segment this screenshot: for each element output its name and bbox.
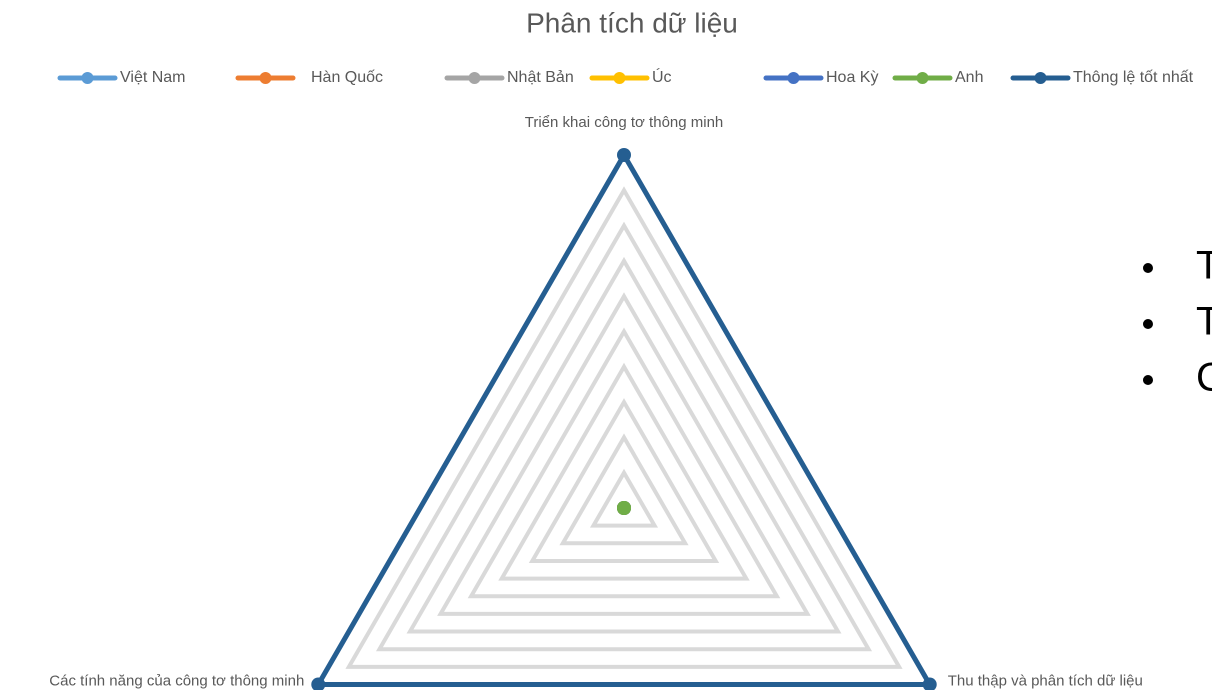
legend-marker bbox=[787, 72, 800, 84]
category-label: Triển khai công tơ thông minh bbox=[525, 114, 724, 131]
grid-ring bbox=[559, 433, 689, 546]
grid-ring bbox=[375, 221, 873, 652]
grid-ring bbox=[467, 327, 781, 599]
legend-marker bbox=[916, 72, 929, 84]
series-marker bbox=[311, 677, 326, 690]
grid-ring bbox=[498, 362, 750, 581]
grid-ring bbox=[437, 292, 811, 616]
series-marker bbox=[617, 501, 631, 515]
category-label: Các tính năng của công tơ thông minh bbox=[49, 672, 304, 689]
grid-ring bbox=[345, 186, 903, 669]
legend-label: Úc bbox=[652, 67, 672, 86]
grid-ring bbox=[528, 398, 720, 563]
grid-ring bbox=[589, 468, 659, 528]
grid-ring bbox=[314, 151, 934, 687]
legend-label: Việt Nam bbox=[120, 69, 186, 86]
bullet-text: C bbox=[1196, 356, 1212, 400]
legend-label: Nhật Bản bbox=[507, 69, 574, 86]
bullet-text: T bbox=[1196, 244, 1212, 288]
grid-ring bbox=[406, 256, 842, 634]
bullet-dot bbox=[1143, 319, 1153, 329]
series-line bbox=[315, 152, 933, 687]
legend-label: Hoa Kỳ bbox=[826, 69, 878, 86]
category-label: Thu thập và phân tích dữ liệu bbox=[948, 672, 1143, 689]
legend-marker bbox=[1034, 72, 1047, 84]
series-marker bbox=[922, 677, 937, 690]
legend-label: Thông lệ tốt nhất bbox=[1073, 69, 1194, 86]
legend-label: Hàn Quốc bbox=[311, 69, 383, 86]
series-marker bbox=[617, 148, 631, 162]
legend-marker bbox=[468, 72, 481, 84]
legend-marker bbox=[259, 72, 272, 84]
bullet-dot bbox=[1143, 375, 1153, 385]
bullet-dot bbox=[1143, 263, 1153, 273]
legend-label: Anh bbox=[955, 69, 983, 86]
legend-marker bbox=[613, 72, 626, 84]
chart-title: Phân tích dữ liệu bbox=[526, 7, 738, 38]
legend-marker bbox=[81, 72, 94, 84]
bullet-text: T bbox=[1196, 300, 1212, 344]
